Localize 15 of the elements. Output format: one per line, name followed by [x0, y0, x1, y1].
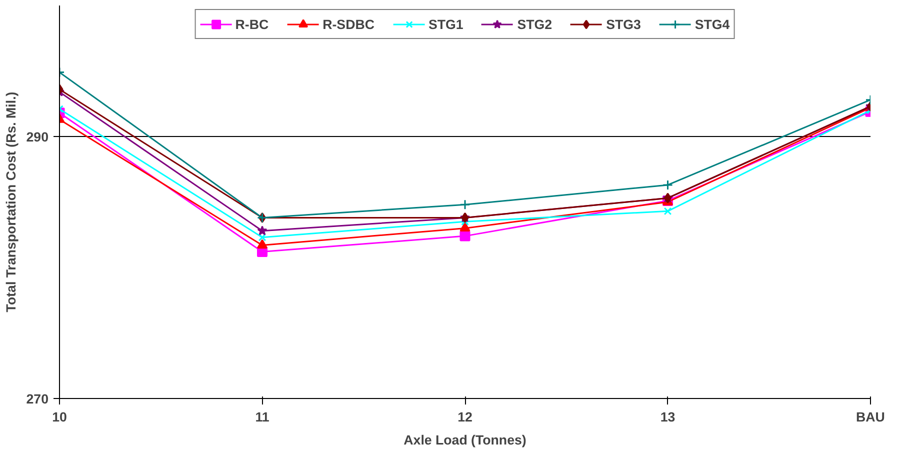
legend-label: R-SDBC: [322, 16, 374, 32]
legend-label: STG1: [428, 16, 464, 32]
legend-label: STG4: [694, 16, 730, 32]
y-tick-label: 290: [26, 130, 49, 144]
y-tick-label: 270: [26, 392, 49, 406]
x-tick-label: 12: [458, 410, 472, 424]
x-tick-label: 10: [52, 410, 67, 424]
legend-label: R-BC: [235, 16, 269, 32]
legend-label: STG3: [606, 16, 641, 32]
x-tick-label: 13: [660, 410, 676, 424]
legend-label: STG2: [517, 16, 552, 32]
x-tick-label: 11: [255, 410, 270, 424]
y-axis-title: Total Transportation Cost (Rs. Mil.): [3, 92, 18, 312]
x-axis-title: Axle Load (Tonnes): [404, 432, 526, 448]
x-tick-label: BAU: [856, 410, 885, 424]
